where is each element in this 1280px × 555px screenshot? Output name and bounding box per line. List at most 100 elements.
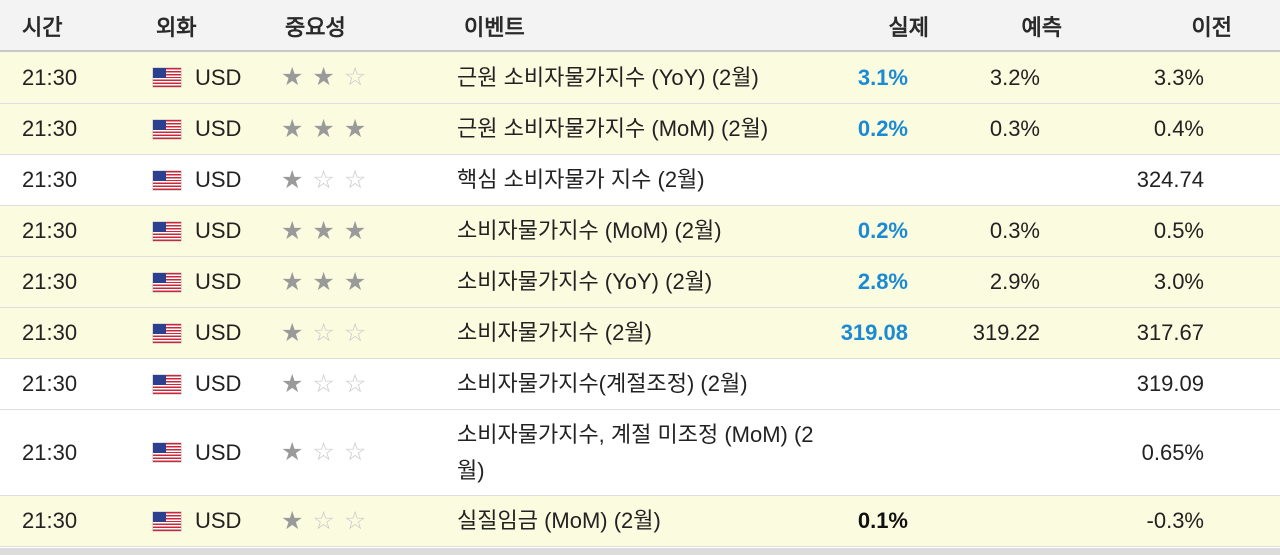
currency-cell: USD <box>153 410 241 495</box>
star-empty-icon: ☆ <box>312 369 335 398</box>
star-empty-icon: ☆ <box>343 369 367 398</box>
actual-value: 3.1% <box>857 64 908 90</box>
previous-value: -0.3% <box>1146 508 1204 533</box>
previous-value: 324.74 <box>1136 167 1204 192</box>
importance-stars: ★ ★ ☆ <box>281 52 375 103</box>
currency-cell: USD <box>153 104 241 154</box>
us-flag-icon <box>153 511 181 531</box>
star-empty-icon: ☆ <box>343 438 367 466</box>
event-name[interactable]: 근원 소비자물가지수 (YoY) (2월) <box>457 64 759 90</box>
event-name[interactable]: 근원 소비자물가지수 (MoM) (2월) <box>457 116 769 141</box>
currency-code: USD <box>195 167 242 192</box>
event-name[interactable]: 핵심 소비자물가 지수 (2월) <box>457 167 705 192</box>
currency-cell: USD <box>153 496 241 546</box>
forecast-value: 2.9% <box>989 269 1040 294</box>
importance-stars: ★ ☆ ☆ <box>281 308 375 358</box>
header-forecast[interactable]: 예측 <box>1021 15 1062 40</box>
event-name-cell[interactable]: 핵심 소비자물가 지수 (2월) <box>457 155 817 205</box>
star-empty-icon: ☆ <box>312 165 335 194</box>
previous-value: 0.65% <box>1141 439 1204 465</box>
event-name-cell[interactable]: 소비자물가지수, 계절 미조정 (MoM) (2월) <box>457 410 817 495</box>
event-time: 21:30 <box>22 64 78 90</box>
us-flag-icon <box>153 68 181 87</box>
header-time[interactable]: 시간 <box>22 15 63 40</box>
event-name-cell[interactable]: 근원 소비자물가지수 (YoY) (2월) <box>457 52 817 103</box>
event-time: 21:30 <box>22 116 78 141</box>
star-empty-icon: ☆ <box>343 63 367 91</box>
table-row[interactable]: 21:30 USD ★ ★ ☆ 근원 소비자물가지수 (YoY) (2월) 3.1% 3.2%… <box>0 52 1280 104</box>
header-actual[interactable]: 실제 <box>888 15 929 40</box>
table-row[interactable]: 21:30 USD ★ ☆ ☆ 소비자물가지수, 계절 미조정 (MoM) (2월) 0.6… <box>0 410 1280 496</box>
event-time: 21:30 <box>22 439 78 465</box>
us-flag-icon <box>153 221 181 241</box>
forecast-value: 3.2% <box>989 64 1040 90</box>
currency-code: USD <box>195 116 242 141</box>
us-flag-icon <box>153 119 181 139</box>
currency-cell: USD <box>153 206 241 256</box>
actual-value: 0.1% <box>857 508 908 533</box>
previous-value: 319.09 <box>1136 371 1204 396</box>
table-row[interactable]: 21:30 USD ★ ★ ★ 근원 소비자물가지수 (MoM) (2월) 0.2% 0.3%… <box>0 104 1280 155</box>
forecast-value: 0.3% <box>989 218 1040 243</box>
actual-value: 0.2% <box>857 116 908 141</box>
event-name-cell[interactable]: 근원 소비자물가지수 (MoM) (2월) <box>457 104 817 154</box>
forecast-value: 0.3% <box>989 116 1040 141</box>
previous-value: 317.67 <box>1136 320 1204 345</box>
star-filled-icon: ★ <box>312 63 335 91</box>
event-name-cell[interactable]: 소비자물가지수 (2월) <box>457 308 817 358</box>
star-filled-icon: ★ <box>281 369 304 398</box>
table-header: 시간 외화 중요성 이벤트 실제 예측 이전 <box>0 6 1280 52</box>
star-filled-icon: ★ <box>343 267 367 296</box>
event-name-cell[interactable]: 실질임금 (MoM) (2월) <box>457 496 817 546</box>
event-time: 21:30 <box>22 320 78 345</box>
table-row[interactable]: 21:30 USD ★ ☆ ☆ 소비자물가지수 (2월) 319.08 319.22 317.6… <box>0 308 1280 359</box>
header-currency[interactable]: 외화 <box>156 15 197 40</box>
event-name[interactable]: 소비자물가지수(계절조정) (2월) <box>457 371 748 396</box>
event-name[interactable]: 소비자물가지수 (YoY) (2월) <box>457 269 713 294</box>
us-flag-icon <box>153 323 181 343</box>
event-time: 21:30 <box>22 371 78 396</box>
event-name-cell[interactable]: 소비자물가지수(계절조정) (2월) <box>457 359 817 409</box>
event-name-cell[interactable]: 소비자물가지수 (MoM) (2월) <box>457 206 817 256</box>
event-time: 21:30 <box>22 218 78 243</box>
star-empty-icon: ☆ <box>312 318 335 347</box>
table-row[interactable]: 21:30 USD ★ ☆ ☆ 실질임금 (MoM) (2월) 0.1% -0.3% <box>0 496 1280 547</box>
importance-stars: ★ ★ ★ <box>281 257 375 307</box>
event-name-cell[interactable]: 소비자물가지수 (YoY) (2월) <box>457 257 817 307</box>
event-name[interactable]: 소비자물가지수 (2월) <box>457 320 652 345</box>
currency-cell: USD <box>153 257 241 307</box>
importance-stars: ★ ☆ ☆ <box>281 155 375 205</box>
table-row[interactable]: 21:30 USD ★ ☆ ☆ 소비자물가지수(계절조정) (2월) 319.09 <box>0 359 1280 410</box>
importance-stars: ★ ★ ★ <box>281 206 375 256</box>
table-row[interactable]: 21:30 USD ★ ★ ★ 소비자물가지수 (YoY) (2월) 2.8% 2.9% 3.0… <box>0 257 1280 308</box>
us-flag-icon <box>153 170 181 190</box>
star-filled-icon: ★ <box>281 438 304 466</box>
header-previous[interactable]: 이전 <box>1191 15 1232 40</box>
event-name[interactable]: 소비자물가지수, 계절 미조정 (MoM) (2월) <box>457 421 814 483</box>
currency-code: USD <box>195 439 242 465</box>
importance-stars: ★ ☆ ☆ <box>281 410 375 495</box>
forecast-value: 319.22 <box>972 320 1040 345</box>
star-filled-icon: ★ <box>281 63 304 91</box>
event-name[interactable]: 실질임금 (MoM) (2월) <box>457 508 661 533</box>
currency-cell: USD <box>153 52 241 103</box>
star-filled-icon: ★ <box>281 318 304 347</box>
event-name[interactable]: 소비자물가지수 (MoM) (2월) <box>457 218 722 243</box>
star-filled-icon: ★ <box>343 114 367 143</box>
header-event[interactable]: 이벤트 <box>464 15 525 40</box>
star-filled-icon: ★ <box>281 216 304 245</box>
actual-value: 0.2% <box>857 218 908 243</box>
star-filled-icon: ★ <box>281 114 304 143</box>
table-row[interactable]: 21:30 USD ★ ★ ★ 소비자물가지수 (MoM) (2월) 0.2% 0.3% 0.5… <box>0 206 1280 257</box>
table-row[interactable]: 21:30 USD ★ ☆ ☆ 핵심 소비자물가 지수 (2월) 324.74 <box>0 155 1280 206</box>
star-filled-icon: ★ <box>312 216 335 245</box>
currency-code: USD <box>195 269 242 294</box>
star-empty-icon: ☆ <box>343 318 367 347</box>
importance-stars: ★ ★ ★ <box>281 104 375 154</box>
header-importance[interactable]: 중요성 <box>285 15 346 40</box>
actual-value: 319.08 <box>840 320 908 345</box>
star-filled-icon: ★ <box>281 267 304 296</box>
star-filled-icon: ★ <box>281 506 304 535</box>
currency-cell: USD <box>153 359 241 409</box>
